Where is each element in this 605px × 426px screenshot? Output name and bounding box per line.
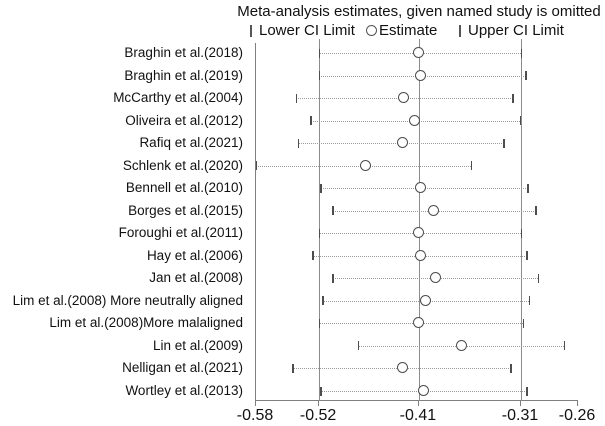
legend-upper-label: Upper CI Limit [468, 22, 564, 39]
ci-lower-tick [320, 183, 322, 193]
ci-lower-tick [297, 138, 300, 148]
chart-title: Meta-analysis estimates, given named stu… [237, 3, 601, 20]
study-label: Hay et al.(2006) [146, 247, 243, 263]
ci-lower-tick [332, 206, 334, 216]
ci-upper-tick [503, 138, 505, 148]
legend-item-estimate: Estimate [366, 22, 437, 39]
study-label: Lim et al.(2008)More malaligned [49, 315, 243, 331]
ci-upper-tick [528, 296, 530, 306]
estimate-marker [428, 204, 440, 216]
ci-lower-tick [318, 228, 321, 238]
ci-lower-tick [332, 273, 334, 283]
x-tick-mark-3 [520, 401, 521, 406]
legend-item-upper-ci: Upper CI Limit [459, 22, 564, 39]
study-label: Nelligan et al.(2021) [122, 360, 243, 376]
ci-upper-tick [520, 48, 522, 58]
ci-upper-tick [527, 183, 529, 193]
ci-lower-tick [357, 341, 360, 351]
estimate-circle-icon [366, 25, 377, 36]
ci-upper-tick [470, 161, 472, 171]
study-label: Oliveira et al.(2012) [125, 112, 243, 128]
estimate-marker [415, 69, 426, 81]
study-label: Rafiq et al.(2021) [139, 135, 243, 151]
x-tick-label-4: -0.26 [558, 407, 596, 424]
study-label: Schlenk et al.(2020) [122, 157, 243, 173]
ci-lower-tick [318, 318, 321, 328]
ci-upper-tick [522, 318, 525, 328]
study-label: Lim et al.(2008) More neutrally aligned [12, 292, 243, 308]
ci-upper-tick [512, 93, 514, 103]
ci-lower-tick [318, 71, 321, 80]
legend-item-lower-ci: Lower CI Limit [250, 22, 355, 39]
ci-lower-tick [320, 386, 322, 396]
study-label: Foroughi et al.(2011) [118, 225, 243, 241]
x-tick-mark-2 [417, 401, 419, 406]
ci-upper-tick [526, 386, 528, 396]
x-tick-label-3: -0.31 [501, 407, 539, 424]
legend-estimate-label: Estimate [379, 22, 438, 39]
ci-upper-tick [519, 116, 521, 126]
reference-line-1 [418, 39, 420, 401]
estimate-marker [415, 249, 426, 261]
estimate-marker [412, 317, 424, 329]
legend-lower-label: Lower CI Limit [259, 22, 355, 39]
ci-upper-tick [526, 251, 528, 261]
estimate-marker [397, 92, 409, 104]
reference-line-2 [521, 39, 522, 401]
ci-upper-tick [520, 228, 522, 238]
x-tick-mark-1 [318, 401, 320, 406]
estimate-marker [418, 385, 429, 396]
ci-lower-tick [292, 363, 294, 373]
reference-line-0 [319, 39, 321, 401]
estimate-marker [415, 182, 426, 194]
ci-lower-tick [255, 161, 257, 171]
study-label: Lin et al.(2009) [152, 337, 243, 353]
x-tick-label-0: -0.58 [236, 407, 274, 424]
ci-upper-tick [525, 71, 527, 80]
ci-upper-tick [563, 341, 566, 351]
lower-ci-tick-icon [250, 24, 252, 37]
legend: Lower CI Limit Estimate Upper CI Limit [0, 22, 605, 40]
ci-lower-tick [322, 296, 324, 306]
x-tick-label-2: -0.41 [399, 407, 437, 424]
x-tick-label-1: -0.52 [299, 407, 337, 424]
upper-ci-tick-icon [459, 24, 461, 37]
study-label: Borges et al.(2015) [128, 202, 243, 218]
ci-upper-tick [510, 363, 512, 373]
x-tick-mark-0 [255, 401, 256, 406]
x-tick-mark-4 [577, 401, 578, 406]
estimate-marker [396, 137, 408, 149]
estimate-marker [409, 114, 421, 126]
study-label: Jan et al.(2008) [149, 270, 243, 286]
ci-lower-tick [318, 48, 321, 58]
ci-upper-tick [535, 206, 537, 216]
study-labels-column: Braghin et al.(2018) Braghin et al.(2019)… [0, 43, 249, 400]
estimate-marker [420, 294, 432, 306]
study-label: Wortley et al.(2013) [125, 383, 243, 398]
estimate-marker [396, 362, 408, 374]
estimate-marker [412, 47, 424, 58]
x-axis: -0.58 -0.52 -0.41 -0.31 -0.26 [237, 400, 605, 426]
estimate-marker [430, 272, 442, 284]
estimate-marker [455, 339, 467, 351]
estimate-marker [412, 227, 424, 239]
study-label: McCarthy et al.(2004) [113, 90, 243, 106]
estimate-marker [360, 159, 372, 171]
study-label: Bennell et al.(2010) [125, 180, 243, 196]
plot-area [255, 39, 578, 401]
study-label: Braghin et al.(2018) [124, 45, 243, 60]
ci-lower-tick [310, 116, 312, 126]
ci-lower-tick [295, 93, 297, 103]
ci-lower-tick [312, 251, 314, 261]
ci-upper-tick [537, 273, 540, 283]
study-label: Braghin et al.(2019) [124, 67, 243, 83]
